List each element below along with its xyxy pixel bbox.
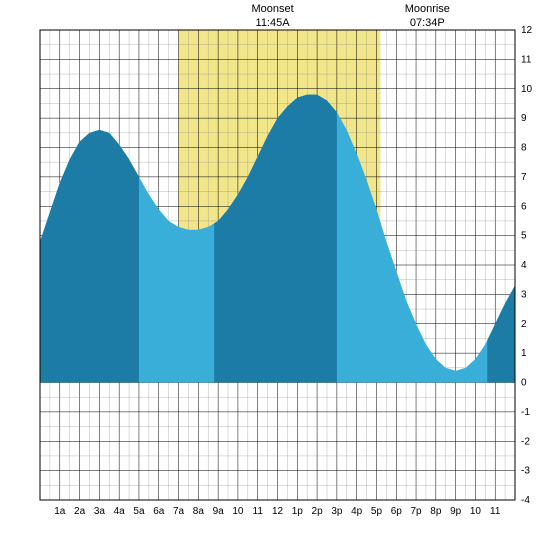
svg-text:8a: 8a <box>193 506 205 517</box>
svg-text:5p: 5p <box>371 506 383 517</box>
svg-text:5: 5 <box>521 231 527 242</box>
svg-text:7p: 7p <box>410 506 422 517</box>
svg-text:8p: 8p <box>430 506 442 517</box>
svg-text:10: 10 <box>470 506 482 517</box>
svg-text:5a: 5a <box>133 506 145 517</box>
svg-text:7: 7 <box>521 172 527 183</box>
svg-text:12: 12 <box>521 25 533 36</box>
svg-text:4a: 4a <box>114 506 126 517</box>
svg-text:9a: 9a <box>213 506 225 517</box>
svg-text:10: 10 <box>521 84 533 95</box>
moon-annotation: Moonset11:45A <box>243 2 303 31</box>
svg-text:-4: -4 <box>521 495 530 506</box>
svg-text:9p: 9p <box>450 506 462 517</box>
svg-text:3a: 3a <box>94 506 106 517</box>
svg-text:4p: 4p <box>351 506 363 517</box>
svg-text:12: 12 <box>272 506 284 517</box>
svg-text:-1: -1 <box>521 407 530 418</box>
annotation-time: 07:34P <box>397 16 457 30</box>
svg-text:10: 10 <box>232 506 244 517</box>
annotation-title: Moonrise <box>397 2 457 16</box>
svg-text:2a: 2a <box>74 506 86 517</box>
svg-text:8: 8 <box>521 143 527 154</box>
svg-text:11: 11 <box>521 54 532 65</box>
svg-text:6: 6 <box>521 201 527 212</box>
svg-text:2p: 2p <box>312 506 324 517</box>
svg-text:2: 2 <box>521 319 527 330</box>
annotation-title: Moonset <box>243 2 303 16</box>
annotation-time: 11:45A <box>243 16 303 30</box>
svg-text:1p: 1p <box>292 506 304 517</box>
svg-text:6a: 6a <box>153 506 165 517</box>
svg-text:3: 3 <box>521 289 527 300</box>
svg-text:7a: 7a <box>173 506 185 517</box>
svg-text:4: 4 <box>521 260 527 271</box>
svg-text:11: 11 <box>490 506 501 517</box>
svg-text:0: 0 <box>521 378 527 389</box>
svg-text:-3: -3 <box>521 466 530 477</box>
svg-text:1: 1 <box>521 348 527 359</box>
svg-text:3p: 3p <box>331 506 343 517</box>
tide-chart: 1a2a3a4a5a6a7a8a9a1011121p2p3p4p5p6p7p8p… <box>0 0 550 550</box>
svg-text:6p: 6p <box>391 506 403 517</box>
svg-text:9: 9 <box>521 113 527 124</box>
moon-annotation: Moonrise07:34P <box>397 2 457 31</box>
chart-svg: 1a2a3a4a5a6a7a8a9a1011121p2p3p4p5p6p7p8p… <box>0 0 550 550</box>
svg-text:1a: 1a <box>54 506 66 517</box>
svg-text:11: 11 <box>253 506 264 517</box>
svg-text:-2: -2 <box>521 436 530 447</box>
